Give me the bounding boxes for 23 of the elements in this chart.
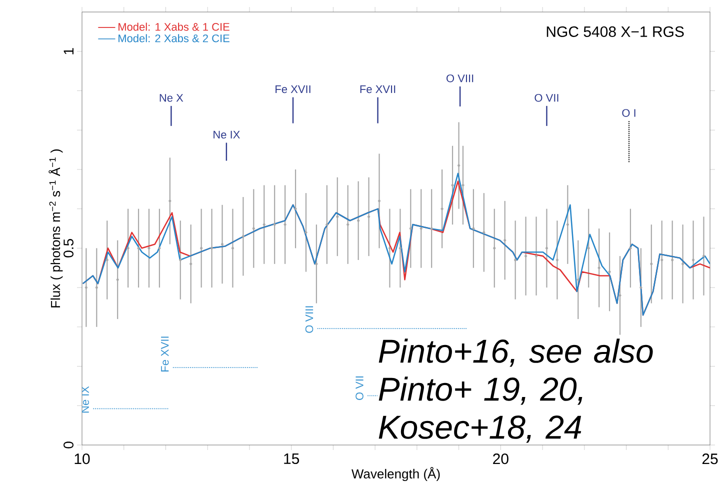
annotation: Fe XVII	[161, 336, 169, 372]
annotation: Ne X	[160, 94, 184, 102]
x-tick-label: 10	[74, 454, 90, 464]
x-tick-label: 20	[493, 454, 508, 464]
annotation: Fe XVII	[360, 85, 396, 94]
annotation: Ne IX	[214, 130, 240, 139]
x-axis-title: Wavelength (Å)	[352, 467, 440, 482]
x-tick-label: 25	[702, 454, 718, 464]
annotation: O VII	[534, 94, 558, 102]
legend-label: Model: 1 Xabs & 1 CIE	[118, 22, 230, 31]
annotation: Pinto+16, see also Pinto+ 19, 20, Kosec+18, 24	[378, 338, 653, 443]
y-tick-label: 1	[64, 48, 74, 54]
y-tick-label: 0.5	[64, 239, 74, 258]
y-axis-title: Flux ( photons m$^{−2}$ s$^{−1}$ Å$^{−1}$ )	[48, 149, 63, 308]
annotation: O VIII	[305, 306, 314, 333]
x-tick-label: 15	[284, 454, 300, 464]
annotation: O VIII	[446, 74, 474, 82]
annotation: Fe XVII	[276, 85, 310, 94]
annotation: O I	[622, 109, 636, 117]
legend-label: Model: 2 Xabs & 2 CIE	[118, 34, 230, 42]
annotation: O VII	[356, 376, 364, 400]
text: NGC 5408 X−1 RGS	[546, 26, 684, 37]
y-tick-label: 0	[64, 442, 74, 448]
